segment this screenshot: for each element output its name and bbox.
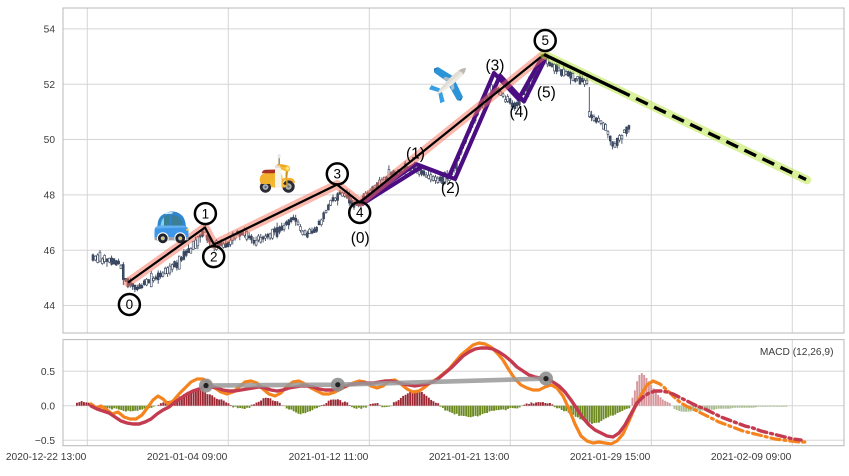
svg-text:−0.5: −0.5: [35, 436, 55, 447]
svg-text:44: 44: [44, 301, 56, 312]
svg-text:2021-01-21 13:00: 2021-01-21 13:00: [429, 452, 510, 463]
svg-text:48: 48: [44, 191, 56, 202]
svg-text:52: 52: [44, 80, 56, 91]
svg-text:5: 5: [541, 33, 549, 48]
svg-text:(4): (4): [510, 104, 529, 121]
svg-text:0: 0: [126, 297, 134, 312]
svg-text:(1): (1): [406, 145, 425, 162]
svg-text:(0): (0): [351, 230, 370, 247]
svg-text:(5): (5): [537, 84, 556, 101]
svg-text:50: 50: [44, 135, 56, 146]
svg-text:2020-12-22 13:00: 2020-12-22 13:00: [6, 452, 87, 463]
svg-text:4: 4: [356, 205, 364, 220]
svg-text:0.5: 0.5: [41, 367, 55, 378]
svg-text:54: 54: [44, 25, 56, 36]
svg-text:2: 2: [210, 249, 218, 264]
svg-text:3: 3: [334, 167, 342, 182]
svg-text:MACD (12,26,9): MACD (12,26,9): [760, 347, 834, 358]
svg-text:2021-02-09 09:00: 2021-02-09 09:00: [711, 452, 792, 463]
svg-text:(2): (2): [441, 180, 460, 197]
svg-text:1: 1: [202, 206, 210, 221]
svg-text:46: 46: [44, 246, 56, 257]
svg-text:2021-01-29 15:00: 2021-01-29 15:00: [570, 452, 651, 463]
svg-text:0.0: 0.0: [41, 401, 55, 412]
svg-text:2021-01-04 09:00: 2021-01-04 09:00: [147, 452, 228, 463]
svg-text:(3): (3): [486, 58, 505, 75]
svg-text:2021-01-12 11:00: 2021-01-12 11:00: [289, 452, 369, 463]
